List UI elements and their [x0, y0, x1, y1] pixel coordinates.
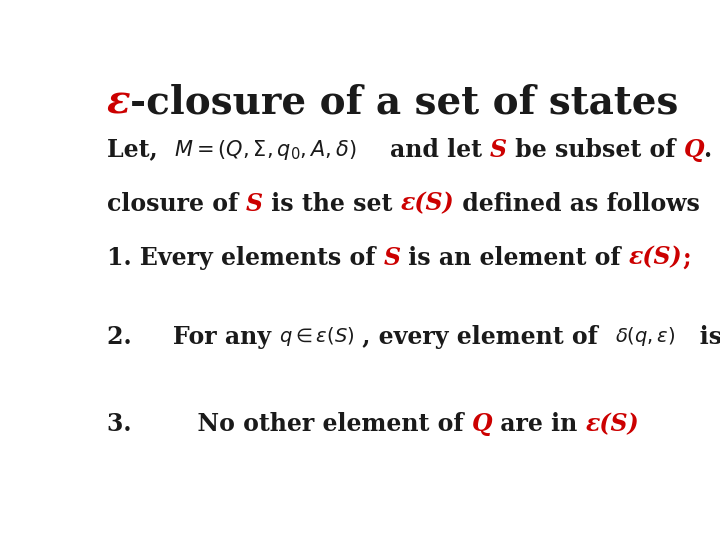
Text: ε(S): ε(S)	[401, 192, 454, 215]
Text: defined as follows: defined as follows	[454, 192, 701, 215]
Text: is the set: is the set	[263, 192, 401, 215]
Text: ε: ε	[107, 84, 130, 122]
Text: $q\in\varepsilon(S)$: $q\in\varepsilon(S)$	[279, 325, 354, 348]
Text: closure of: closure of	[107, 192, 246, 215]
Text: ;: ;	[683, 246, 691, 269]
Text: 3.        No other element of: 3. No other element of	[107, 412, 472, 436]
Text: -closure of a set of states: -closure of a set of states	[130, 84, 679, 122]
Text: $M=(Q,\Sigma,q_0,A,\delta)$: $M=(Q,\Sigma,q_0,A,\delta)$	[174, 138, 356, 161]
Text: Let,: Let,	[107, 138, 174, 161]
Text: 1. Every elements of: 1. Every elements of	[107, 246, 383, 269]
Text: Q: Q	[472, 412, 492, 436]
Text: be subset of: be subset of	[507, 138, 683, 161]
Text: 2.     For any: 2. For any	[107, 325, 279, 349]
Text: S: S	[383, 246, 400, 269]
Text: S: S	[246, 192, 263, 215]
Text: ε(S): ε(S)	[629, 246, 683, 269]
Text: Q: Q	[683, 138, 704, 161]
Text: .  the: . the	[704, 138, 720, 161]
Text: S: S	[490, 138, 507, 161]
Text: is an element of: is an element of	[400, 246, 629, 269]
Text: ε(S): ε(S)	[585, 412, 639, 436]
Text: , every element of: , every element of	[354, 325, 615, 349]
Text: and let: and let	[356, 138, 490, 161]
Text: $\delta(q,\varepsilon)$: $\delta(q,\varepsilon)$	[615, 325, 675, 348]
Text: are in: are in	[492, 412, 585, 436]
Text: is in: is in	[675, 325, 720, 349]
